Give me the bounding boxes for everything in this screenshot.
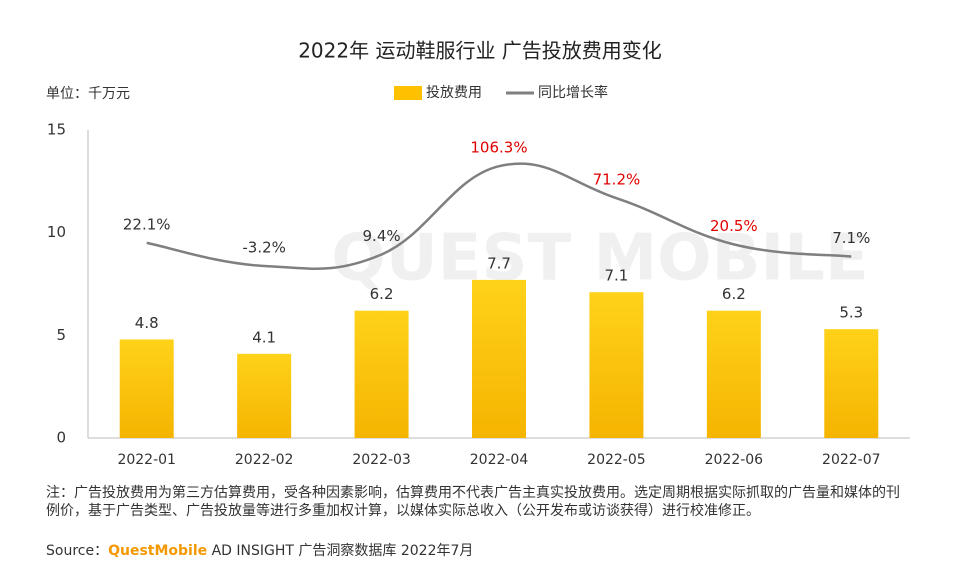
bar — [119, 339, 174, 438]
chart: QUEST MOBILE 2022年 运动鞋服行业 广告投放费用变化 单位：千万… — [46, 39, 910, 468]
line-label: 106.3% — [470, 139, 527, 157]
bar-label: 4.8 — [135, 314, 159, 332]
y-tick-label: 0 — [56, 429, 66, 447]
line-label: 7.1% — [832, 229, 870, 247]
x-tick-label: 2022-04 — [470, 452, 529, 468]
bar — [354, 310, 409, 438]
bar — [706, 310, 761, 438]
bar — [237, 353, 292, 438]
bar-label: 4.1 — [252, 328, 276, 346]
bar-label: 5.3 — [839, 304, 863, 322]
source: Source：QuestMobile AD INSIGHT 广告洞察数据库 20… — [46, 540, 473, 560]
bar — [589, 292, 644, 438]
note: 注：广告投放费用为第三方估算费用，受各种因素影响，估算费用不代表广告主真实投放费… — [46, 485, 900, 519]
x-tick-label: 2022-03 — [352, 452, 411, 468]
line — [146, 162, 852, 270]
x-tick-label: 2022-02 — [235, 452, 294, 468]
line-label: 71.2% — [593, 171, 641, 189]
unit-label: 单位：千万元 — [46, 86, 130, 102]
legend-swatch — [394, 86, 422, 100]
y-tick-label: 15 — [47, 121, 66, 139]
legend-label: 投放费用 — [426, 85, 482, 101]
bar-label: 7.7 — [487, 254, 511, 272]
source-text: AD INSIGHT 广告洞察数据库 2022年7月 — [207, 543, 474, 559]
x-tick-label: 2022-07 — [822, 452, 881, 468]
x-tick-label: 2022-06 — [705, 452, 764, 468]
y-tick-label: 10 — [47, 223, 66, 241]
line-label: 9.4% — [363, 227, 401, 245]
chart-title: 2022年 运动鞋服行业 广告投放费用变化 — [298, 39, 662, 63]
line-label: 22.1% — [123, 215, 171, 233]
bar — [472, 279, 526, 438]
bar-label: 6.2 — [722, 285, 746, 303]
watermark: QUEST MOBILE — [331, 222, 868, 296]
source-brand: QuestMobile — [108, 543, 208, 559]
bar-label: 7.1 — [604, 267, 628, 285]
y-tick-label: 5 — [56, 326, 66, 344]
line-label: -3.2% — [242, 238, 286, 256]
x-tick-label: 2022-05 — [587, 452, 646, 468]
x-tick-label: 2022-01 — [117, 452, 176, 468]
bar — [824, 329, 879, 438]
bar-label: 6.2 — [370, 285, 394, 303]
source-prefix: Source： — [46, 543, 109, 559]
line-label: 20.5% — [710, 217, 758, 235]
legend-label: 同比增长率 — [538, 84, 608, 101]
